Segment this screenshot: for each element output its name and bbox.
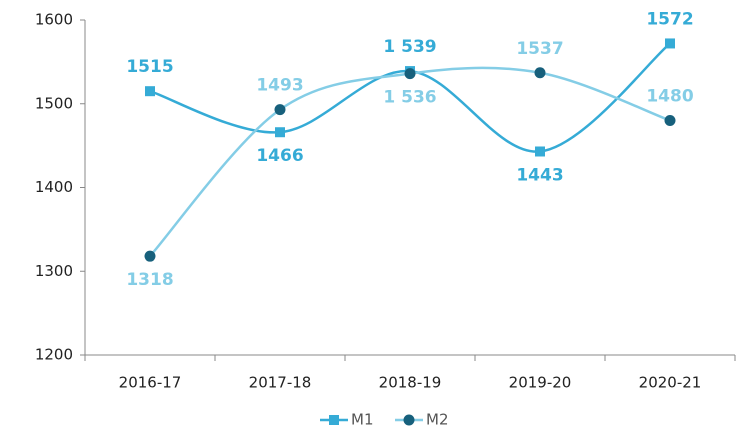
data-label: 1 536 [383, 88, 436, 108]
marker [274, 104, 286, 116]
legend-label: M1 [351, 411, 374, 429]
marker [404, 68, 416, 80]
data-label: 1318 [126, 270, 173, 290]
y-tick-label: 1500 [35, 94, 73, 112]
data-label: 1480 [646, 87, 693, 107]
legend-marker [403, 414, 415, 426]
data-label: 1 539 [383, 37, 436, 57]
x-tick-label: 2020-21 [639, 374, 702, 392]
marker [145, 86, 155, 97]
data-label: 1537 [516, 39, 563, 59]
legend-marker [329, 415, 339, 425]
y-tick-label: 1200 [35, 346, 73, 364]
series-line [149, 66, 671, 258]
marker [664, 115, 676, 126]
x-tick-label: 2019-20 [509, 374, 572, 392]
marker [275, 127, 285, 138]
x-tick-label: 2018-19 [379, 374, 442, 392]
data-label: 1572 [646, 9, 693, 29]
x-tick-label: 2016-17 [119, 374, 182, 392]
marker [535, 146, 545, 157]
data-label: 1515 [126, 57, 173, 77]
legend-label: M2 [426, 411, 449, 429]
y-tick-label: 1300 [35, 262, 73, 280]
marker [144, 250, 156, 262]
y-tick-label: 1600 [35, 11, 73, 29]
x-tick-label: 2017-18 [249, 374, 312, 392]
data-label: 1466 [256, 146, 303, 166]
data-label: 1443 [516, 165, 563, 185]
marker [665, 38, 675, 49]
data-label: 1493 [256, 76, 303, 96]
marker [534, 67, 546, 79]
y-tick-label: 1400 [35, 178, 73, 196]
